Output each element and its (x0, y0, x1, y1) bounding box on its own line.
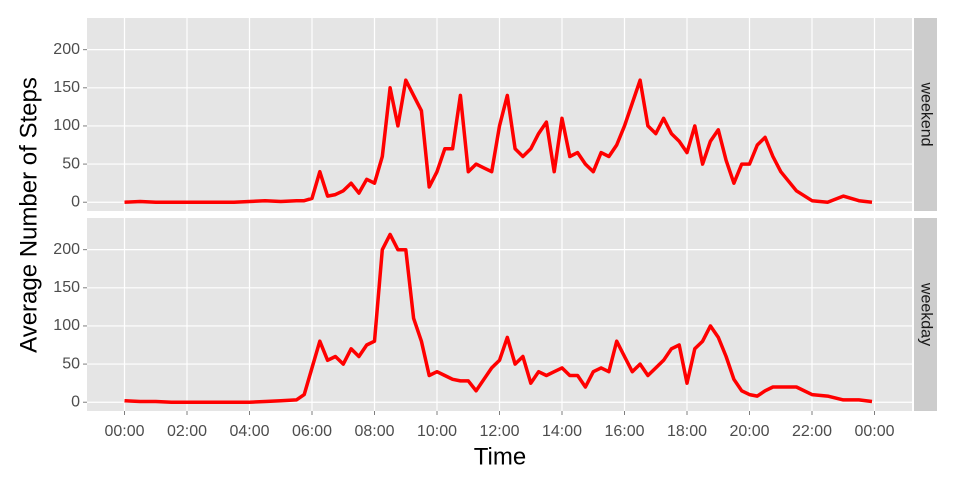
x-tick-label: 00:00 (854, 423, 894, 440)
y-tick-label: 200 (53, 241, 80, 258)
x-tick-label: 22:00 (792, 423, 832, 440)
y-tick-label: 50 (62, 355, 80, 372)
strip (914, 218, 937, 411)
x-tick-label: 04:00 (229, 423, 269, 440)
y-tick-label: 50 (62, 155, 80, 172)
line (124, 78, 873, 204)
x-tick-label: 00:00 (104, 423, 144, 440)
line (124, 232, 873, 404)
strip-label: weekend (917, 81, 934, 146)
y-tick-label: 200 (53, 41, 80, 58)
y-tick-label: 100 (53, 117, 80, 134)
x-tick-label: 16:00 (604, 423, 644, 440)
x-axis-title: Time (474, 443, 526, 470)
y-tick-label: 0 (71, 193, 80, 210)
y-tick-label: 100 (53, 317, 80, 334)
x-tick-label: 08:00 (354, 423, 394, 440)
x-tick-label: 10:00 (417, 423, 457, 440)
y-axis-title: Average Number of Steps (15, 77, 42, 353)
x-tick-label: 14:00 (542, 423, 582, 440)
y-tick-label: 0 (71, 393, 80, 410)
strip-label: weekday (917, 282, 934, 346)
strip (914, 18, 937, 211)
y-tick-label: 150 (53, 279, 80, 296)
x-tick-label: 12:00 (479, 423, 519, 440)
x-tick-label: 02:00 (167, 423, 207, 440)
y-tick-label: 150 (53, 79, 80, 96)
x-tick-label: 20:00 (729, 423, 769, 440)
x-tick-label: 06:00 (292, 423, 332, 440)
x-tick-label: 18:00 (667, 423, 707, 440)
